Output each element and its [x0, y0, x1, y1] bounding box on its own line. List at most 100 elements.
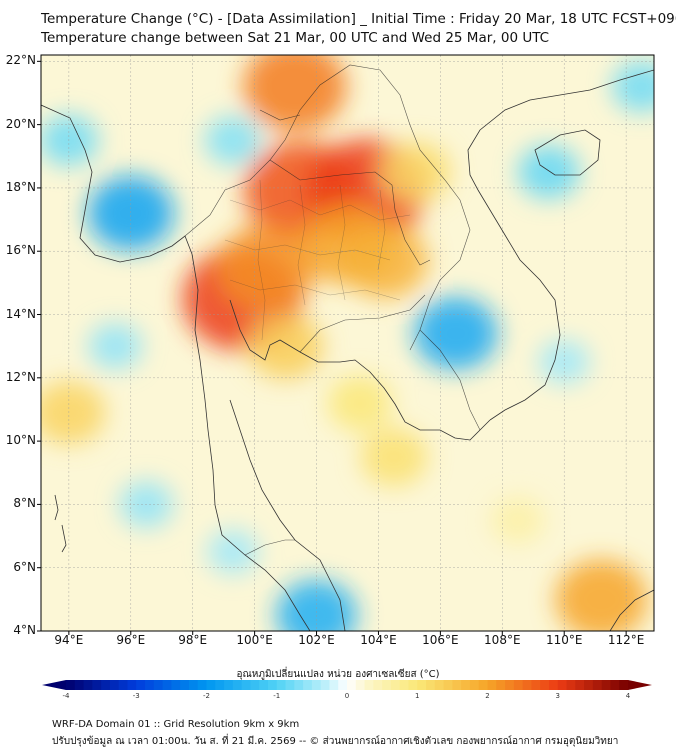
colorbar-segment	[153, 680, 164, 690]
lon-label: 94°E	[54, 633, 84, 647]
province-line	[229, 279, 401, 301]
colorbar-segment	[224, 680, 234, 690]
colorbar-segment	[390, 680, 401, 690]
myanmar-coast	[41, 104, 216, 506]
colorbar-tick-label: 1	[415, 692, 420, 700]
colorbar-segment	[250, 680, 260, 690]
vietnam-coast	[467, 69, 654, 421]
colorbar-segment	[311, 680, 322, 690]
colorbar-label: อุณหภูมิเปลี่ยนแปลง หน่วย องศาเซลเซียส (…	[236, 669, 440, 680]
colorbar	[42, 680, 652, 690]
anomaly-blob	[218, 224, 316, 310]
colorbar-segment	[136, 680, 146, 690]
anomaly-blob	[360, 427, 428, 487]
anomaly-blob	[491, 497, 545, 544]
anomaly-blob	[247, 313, 324, 379]
thai-laos-border	[184, 64, 471, 351]
borneo-coast	[609, 589, 654, 631]
anomaly-blob	[413, 297, 498, 370]
coastlines	[41, 69, 654, 631]
colorbar-segment	[496, 680, 506, 690]
colorbar-segment	[592, 680, 603, 690]
map-gridlines	[41, 55, 654, 631]
anomaly-blob	[87, 175, 175, 251]
province-line	[229, 199, 411, 221]
lat-label: 6°N	[13, 559, 36, 574]
lon-label: 110°E	[545, 633, 583, 647]
hainan-coast	[534, 129, 601, 176]
lat-label: 22°N	[5, 53, 36, 68]
mekong-border	[269, 159, 431, 266]
colorbar-segment	[206, 680, 216, 690]
anomaly-blob	[243, 55, 347, 132]
colorbar-segment	[197, 680, 207, 690]
anomaly-blob	[204, 116, 262, 165]
colorbar-segment	[584, 680, 594, 690]
colorbar-segment	[118, 680, 128, 690]
colorbar-segment	[188, 680, 199, 690]
colorbar-segment	[320, 680, 330, 690]
colorbar-segment	[434, 680, 445, 690]
colorbar-segment	[338, 680, 348, 690]
colorbar-segment	[575, 680, 585, 690]
anomaly-blob	[41, 114, 99, 167]
colorbar-segment	[101, 680, 111, 690]
colorbar-segment	[513, 680, 524, 690]
colorbar-segment	[408, 680, 418, 690]
colorbar-tick-label: 0	[344, 692, 350, 700]
colorbar-segment	[382, 680, 392, 690]
colorbar-segment	[66, 680, 76, 690]
colorbar-segment	[303, 680, 313, 690]
colorbar-segment	[92, 680, 102, 690]
colorbar-segment	[259, 680, 269, 690]
malay-east-coast	[229, 399, 346, 631]
lat-label: 16°N	[5, 243, 36, 258]
colorbar-segment	[285, 680, 295, 690]
colorbar-segment	[355, 680, 366, 690]
colorbar-tick-label: -1	[273, 692, 281, 700]
province-line	[297, 184, 306, 306]
colorbar-segment	[522, 680, 532, 690]
colorbar-segment	[619, 680, 629, 690]
lat-label: 14°N	[5, 306, 36, 321]
colorbar-tick-label: 3	[555, 692, 560, 700]
colorbar-segment	[487, 680, 497, 690]
lat-label: 8°N	[13, 496, 36, 511]
colorbar-min-arrow	[42, 680, 66, 690]
lon-label: 102°E	[298, 633, 335, 647]
country-borders	[184, 64, 481, 556]
anomaly-blob	[380, 141, 451, 203]
lon-label: 100°E	[236, 633, 273, 647]
colorbar-segment	[364, 680, 374, 690]
lat-label: 12°N	[5, 369, 36, 384]
colorbar-segment	[241, 680, 251, 690]
colorbar-segment	[83, 680, 93, 690]
colorbar-segment	[74, 680, 85, 690]
colorbar-max-arrow	[628, 680, 652, 690]
axis-ticks	[37, 60, 627, 635]
colorbar-segment	[548, 680, 559, 690]
anomaly-blob	[88, 322, 142, 370]
colorbar-segment	[531, 680, 541, 690]
gulf-coast	[229, 299, 491, 441]
colorbar-segment	[566, 680, 576, 690]
colorbar-segment	[469, 680, 480, 690]
cambodia-border	[299, 294, 426, 353]
footer-update-info: ปรับปรุงข้อมูล ณ เวลา 01:00น. วัน ส. ที่…	[52, 736, 619, 747]
map-frame	[40, 54, 655, 632]
andaman-islands	[54, 494, 59, 521]
anomaly-blob	[555, 559, 648, 631]
lon-label: 96°E	[116, 633, 146, 647]
anomaly-blob	[538, 339, 590, 384]
lon-label: 108°E	[484, 633, 521, 647]
colorbar-segment	[347, 680, 357, 690]
colorbar-tick-label: 2	[485, 692, 490, 700]
lat-label: 10°N	[5, 433, 36, 448]
province-line	[257, 179, 266, 341]
colorbar-segment	[399, 680, 409, 690]
colorbar-segment	[461, 680, 471, 690]
colorbar-tick-label: -4	[62, 692, 70, 700]
lon-label: 112°E	[607, 633, 645, 647]
china-border	[259, 109, 301, 121]
colorbar-segment	[276, 680, 287, 690]
